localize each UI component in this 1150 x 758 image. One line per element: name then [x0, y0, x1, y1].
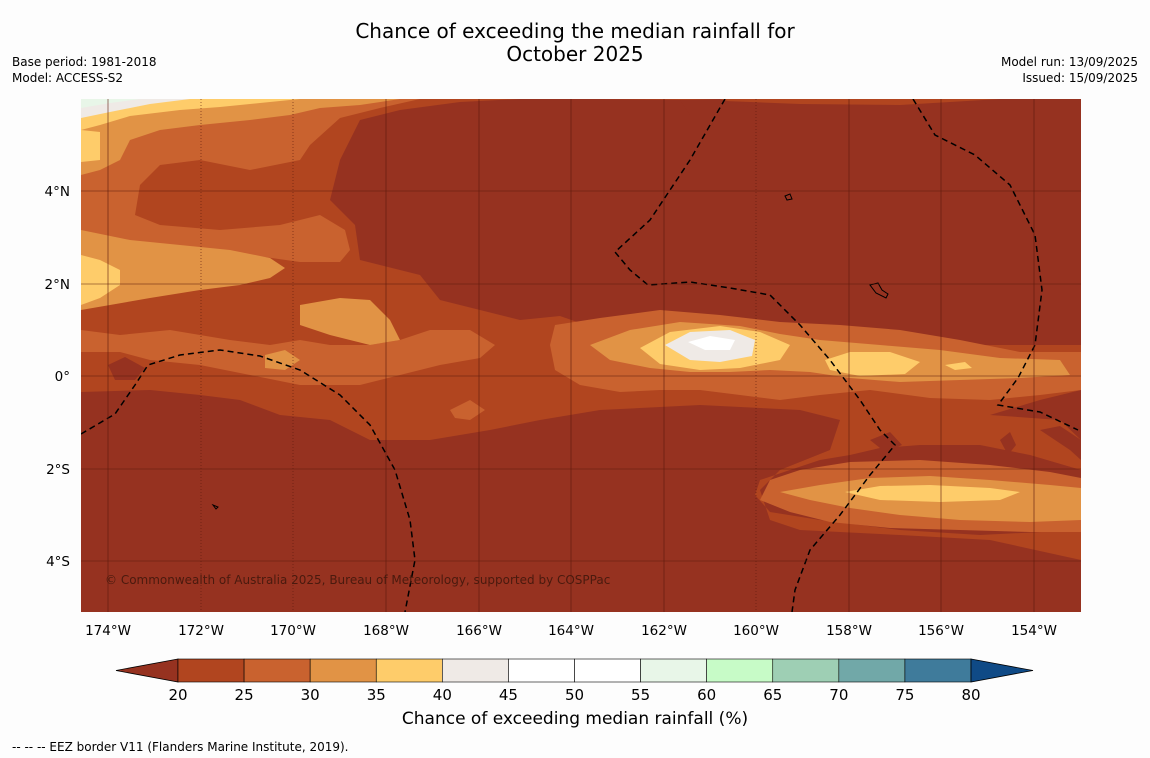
colorbar-tick-label: 40 — [433, 686, 452, 704]
map-title: Chance of exceeding the median rainfall … — [0, 20, 1150, 66]
colorbar-tick-label: 55 — [631, 686, 650, 704]
colorbar-swatch — [640, 658, 707, 683]
colorbar-swatch — [508, 658, 575, 683]
y-tick: 2°N — [45, 277, 70, 293]
y-tick: 4°S — [46, 554, 70, 570]
colorbar-tick-label: 30 — [301, 686, 320, 704]
x-tick: 166°W — [456, 623, 502, 639]
colorbar-swatch — [904, 658, 972, 683]
blob-20-a — [108, 357, 145, 380]
band-60-north — [81, 99, 140, 108]
base-period-label: Base period: 1981-2018 — [12, 55, 157, 69]
band-40-north — [81, 99, 300, 305]
colorbar-under-arrow — [115, 658, 179, 683]
x-tick: 172°W — [178, 623, 224, 639]
y-tick: 4°N — [45, 184, 70, 200]
x-axis-ticks: 174°W 172°W 170°W 168°W 166°W 164°W 162°… — [85, 623, 1057, 639]
eez-footer-note: -- -- -- EEZ border V11 (Flanders Marine… — [12, 740, 349, 754]
gridlines — [81, 99, 1081, 612]
meta-left: Base period: 1981-2018 Model: ACCESS-S2 — [12, 54, 157, 86]
x-tick: 160°W — [733, 623, 779, 639]
colorbar-swatch — [574, 658, 641, 683]
eez-border-east — [912, 99, 1079, 431]
model-run-label: Model run: 13/09/2025 — [1000, 55, 1138, 69]
map-field: © Commonwealth of Australia 2025, Bureau… — [81, 99, 1081, 612]
map-title-line2: October 2025 — [506, 42, 644, 66]
island-a — [784, 193, 793, 201]
colorbar-tick-label: 75 — [895, 686, 914, 704]
issued-label: Issued: 15/09/2025 — [1022, 71, 1138, 85]
eez-border-central — [613, 99, 897, 612]
band-40-south — [845, 485, 1020, 502]
x-tick: 158°W — [826, 623, 872, 639]
colorbar-tick-label: 45 — [499, 686, 518, 704]
blob-30-a — [450, 400, 485, 420]
band-35-north — [81, 99, 400, 345]
x-tick: 156°W — [918, 623, 964, 639]
eez-border-west — [81, 349, 416, 612]
colorbar-tick-label: 60 — [697, 686, 716, 704]
colorbar-title: Chance of exceeding median rainfall (%) — [401, 709, 749, 729]
colorbar-swatch — [309, 658, 377, 683]
x-tick: 154°W — [1011, 623, 1057, 639]
colorbar-swatch — [838, 658, 906, 683]
colorbar-swatch — [442, 658, 509, 683]
island-b — [869, 282, 889, 299]
model-label: Model: ACCESS-S2 — [12, 71, 124, 85]
copyright-text: © Commonwealth of Australia 2025, Bureau… — [105, 573, 610, 587]
island-c — [211, 503, 219, 510]
colorbar: 20 25 30 35 40 45 50 55 60 65 70 75 80 — [115, 658, 1034, 704]
colorbar-swatch — [243, 658, 311, 683]
x-tick: 162°W — [641, 623, 687, 639]
x-tick: 170°W — [270, 623, 316, 639]
y-tick: 2°S — [46, 462, 70, 478]
colorbar-tick-label: 50 — [565, 686, 584, 704]
colorbar-tick-label: 25 — [235, 686, 254, 704]
colorbar-tick-label: 20 — [168, 686, 187, 704]
colorbar-over-arrow — [970, 658, 1034, 683]
colorbar-tick-label: 35 — [367, 686, 386, 704]
band-50-equator — [688, 336, 735, 350]
x-tick: 168°W — [363, 623, 409, 639]
x-tick: 164°W — [548, 623, 594, 639]
meta-right: Model run: 13/09/2025 Issued: 15/09/2025 — [1001, 54, 1138, 86]
colorbar-swatch — [772, 658, 840, 683]
blob-35-a — [265, 350, 300, 370]
band-30-north — [81, 99, 495, 385]
colorbar-tick-label: 80 — [961, 686, 980, 704]
x-tick: 174°W — [85, 623, 131, 639]
y-axis-ticks: 4°N 2°N 0° 2°S 4°S — [45, 184, 70, 570]
colorbar-tick-label: 70 — [829, 686, 848, 704]
colorbar-tick-label: 65 — [763, 686, 782, 704]
colorbar-swatch — [706, 658, 774, 683]
map-title-line1: Chance of exceeding the median rainfall … — [355, 19, 795, 43]
colorbar-swatch — [375, 658, 443, 683]
colorbar-swatch — [177, 658, 245, 683]
y-tick: 0° — [55, 369, 70, 385]
